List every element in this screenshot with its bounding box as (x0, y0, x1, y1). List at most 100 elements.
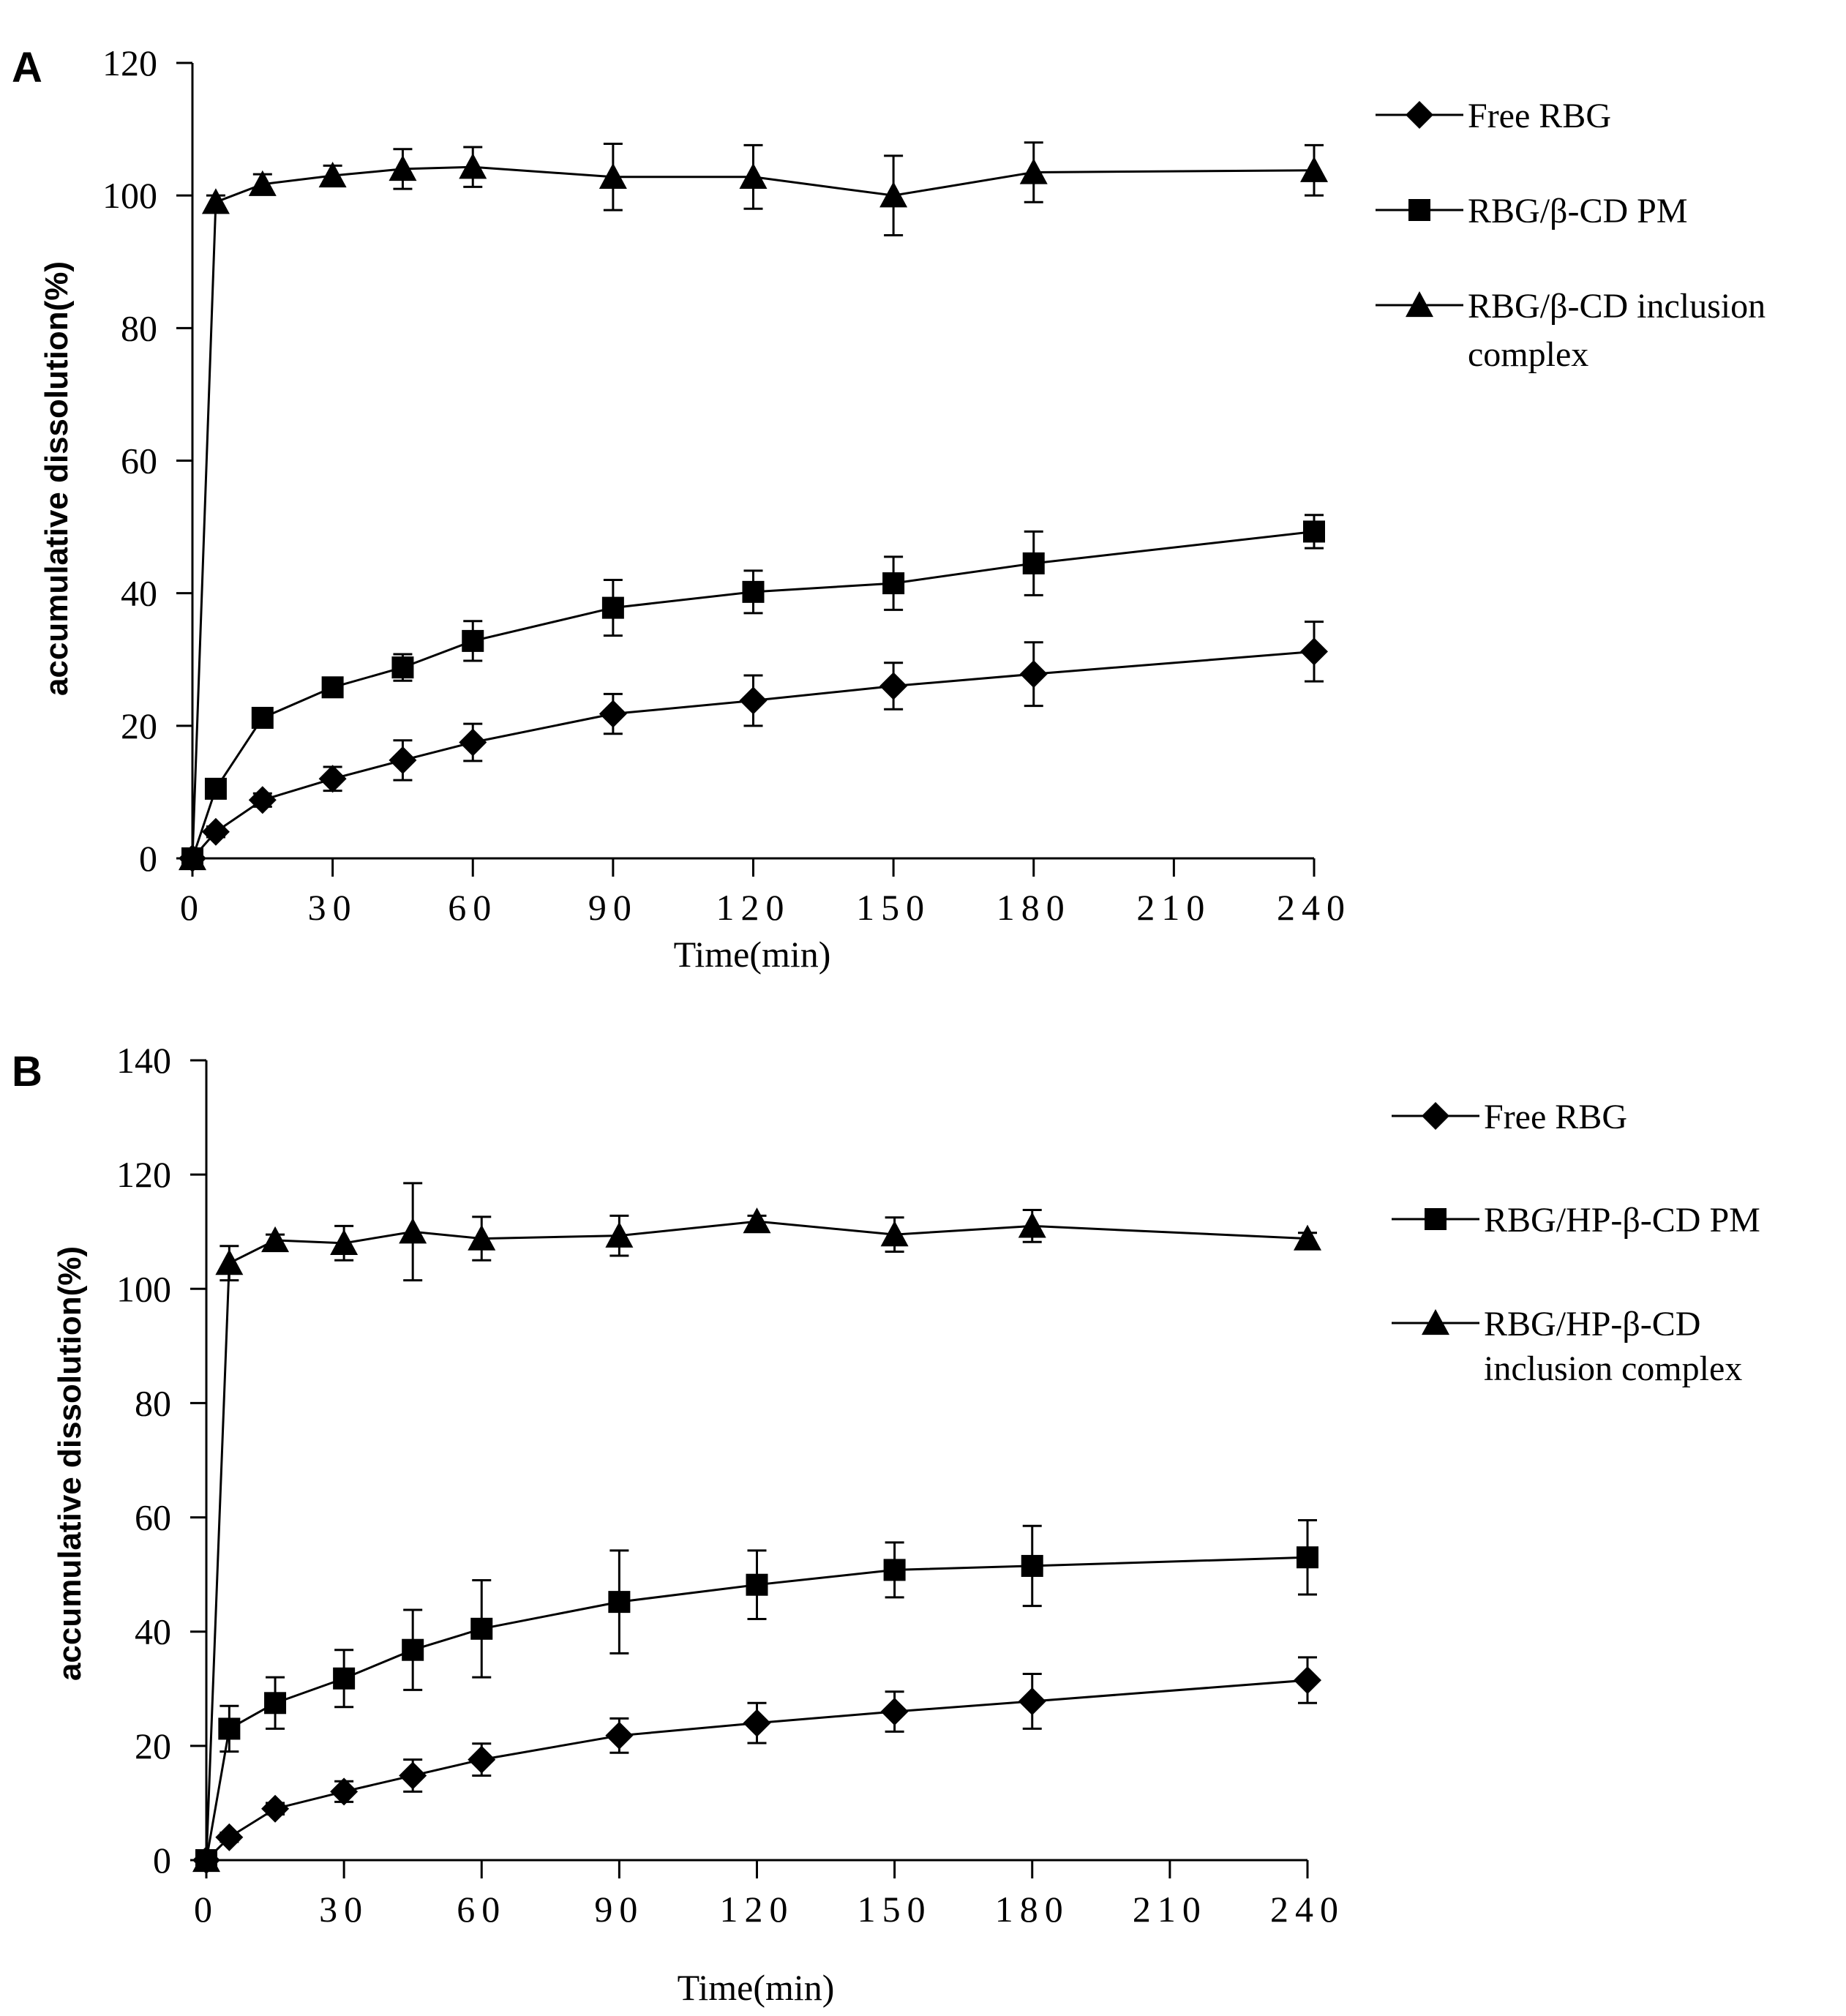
panel-b-rbg-hp-cd-inclusion-complex-point (880, 1221, 909, 1247)
panel-a-rbg-cd-pm-legend-label: RBG/β-CD PM (1468, 192, 1688, 231)
panel-b-x-tick-label: 120 (720, 1889, 795, 1930)
panel-b-rbg-hp-cd-pm-point (264, 1692, 287, 1715)
panel-a-y-axis-title: accumulative dissolution(%) (39, 261, 75, 696)
panel-b-x-tick-label: 210 (1133, 1889, 1207, 1930)
panel-a-x-tick-label: 120 (716, 887, 791, 928)
panel-b-x-tick-label: 30 (319, 1889, 369, 1930)
panel-b-free-rbg-point (1294, 1666, 1321, 1695)
panel-b-rbg-hp-cd-pm-point (746, 1573, 768, 1596)
panel-b-y-tick-label: 40 (135, 1611, 171, 1652)
panel-a-free-rbg-point (201, 817, 230, 846)
panel-b-x-tick-label: 180 (995, 1889, 1070, 1930)
panel-a-free-rbg-point (248, 786, 277, 814)
panel-a-rbg-cd-pm-point (204, 777, 227, 800)
panel-a-y-tick-label: 120 (102, 42, 157, 83)
panel-a-rbg-cd-pm-point (462, 629, 484, 652)
panel-a-rbg-cd-inclusion-complex-legend-label: RBG/β-CD inclusion (1468, 287, 1766, 326)
panel-a-rbg-cd-inclusion-complex-point (389, 154, 417, 181)
panel-b-free-rbg-point (1018, 1687, 1046, 1715)
panel-a-rbg-cd-inclusion-complex-point (201, 188, 230, 214)
panel-a-free-rbg-point (389, 746, 417, 774)
panel-a-rbg-cd-inclusion-complex-legend-entry: RBG/β-CD inclusion complex (1376, 287, 1766, 374)
panel-a-rbg-cd-inclusion-complex-point (318, 161, 347, 188)
panel-b-rbg-hp-cd-inclusion-complex-legend-marker (1422, 1309, 1449, 1335)
panel-b-rbg-hp-cd-inclusion-complex-legend-label: inclusion complex (1484, 1349, 1742, 1388)
panel-b-x-tick-label: 0 (194, 1889, 219, 1930)
panel-a-free-rbg-point (318, 765, 347, 793)
panel-b-rbg-hp-cd-inclusion-complex-point (743, 1207, 771, 1234)
panel-b-rbg-hp-cd-inclusion-complex-point (330, 1229, 359, 1255)
panel-a-x-tick-label: 0 (180, 887, 205, 928)
panel-b-rbg-hp-cd-pm-point (608, 1591, 631, 1614)
panel-a-rbg-cd-pm-point (882, 572, 905, 595)
panel-b-x-axis-title: Time(min) (678, 1967, 835, 2008)
panel-a-rbg-cd-pm-point (742, 580, 765, 603)
panel-a-free-rbg-point (1300, 637, 1328, 666)
panel-b-rbg-hp-cd-pm-point (1021, 1554, 1043, 1577)
panel-b-free-rbg-legend-label: Free RBG (1484, 1098, 1627, 1136)
panel-a-free-rbg-point (459, 728, 487, 757)
panel-b-rbg-hp-cd-inclusion-complex-legend-entry: RBG/HP-β-CD inclusion complex (1392, 1305, 1742, 1388)
panel-a-rbg-cd-pm-legend-entry: RBG/β-CD PM (1376, 192, 1688, 231)
panel-a-free-rbg-legend-marker (1406, 101, 1433, 129)
panel-a-x-tick-label: 60 (448, 887, 498, 928)
panel-b-label: B (12, 1048, 42, 1095)
panel-b-rbg-hp-cd-inclusion-complex-point (1294, 1224, 1321, 1251)
panel-b-rbg-hp-cd-inclusion-complex-point (215, 1249, 244, 1275)
panel-b-y-axis-title: accumulative dissolution(%) (52, 1246, 88, 1681)
panel-b: B accumulative dissolution(%) Time(min) … (12, 1040, 1760, 2008)
panel-b-rbg-hp-cd-inclusion-complex-series (192, 1182, 1321, 1873)
panel-a-y-tick-label: 20 (121, 705, 157, 746)
panel-b-free-rbg-point (880, 1698, 909, 1726)
panel-b-free-rbg-point (605, 1721, 634, 1750)
panel-b-y-tick-label: 20 (135, 1725, 171, 1766)
panel-a-rbg-cd-pm-point (601, 596, 624, 619)
panel-a-y-tick-label: 0 (139, 838, 157, 879)
panel-b-y-tick-label: 140 (116, 1040, 171, 1081)
panel-b-rbg-hp-cd-inclusion-complex-point (261, 1226, 290, 1253)
panel-a-rbg-cd-inclusion-complex-point (1300, 156, 1328, 182)
panel-b-free-rbg-point (468, 1745, 496, 1774)
panel-a-legend: Free RBG RBG/β-CD PM RBG/β-CD inclusion com… (1376, 97, 1766, 374)
panel-a-rbg-cd-pm-point (391, 656, 414, 679)
panel-a-free-rbg-point (739, 686, 768, 715)
panel-a-x-tick-label: 210 (1136, 887, 1211, 928)
panel-a-rbg-cd-inclusion-complex-legend-marker (1406, 291, 1433, 318)
panel-a-x-tick-label: 30 (308, 887, 358, 928)
panel-b-rbg-hp-cd-inclusion-complex-point (1018, 1212, 1046, 1238)
panel-a-x-tick-label: 180 (997, 887, 1071, 928)
panel-b-x-tick-label: 90 (594, 1889, 644, 1930)
panel-b-free-rbg-point (743, 1709, 771, 1737)
panel-b-free-rbg-legend-marker (1422, 1102, 1449, 1130)
panel-b-y-tick-label: 100 (116, 1268, 171, 1309)
panel-a-rbg-cd-pm-point (251, 706, 274, 729)
panel-a-y-tick-label: 60 (121, 441, 157, 481)
panel-b-rbg-hp-cd-pm-legend-entry: RBG/HP-β-CD PM (1392, 1201, 1760, 1240)
panel-b-y-tick-label: 0 (153, 1840, 171, 1881)
panel-a-y-tick-label: 100 (102, 175, 157, 216)
panel-b-y-tick-label: 60 (135, 1497, 171, 1538)
panel-b-free-rbg-point (330, 1777, 359, 1806)
panel-a-y-tick-label: 80 (121, 307, 157, 348)
panel-a-rbg-cd-inclusion-complex-legend-label: complex (1468, 335, 1588, 374)
panel-a-rbg-cd-inclusion-complex-point (248, 170, 277, 196)
panel-b-rbg-hp-cd-pm-legend-label: RBG/HP-β-CD PM (1484, 1201, 1760, 1240)
panel-a-x-tick-label: 90 (588, 887, 638, 928)
panel-b-x-tick-label: 60 (457, 1889, 506, 1930)
panel-b-rbg-hp-cd-pm-point (1297, 1546, 1318, 1569)
panel-b-y-tick-label: 80 (135, 1382, 171, 1423)
panel-b-free-rbg-point (261, 1794, 290, 1823)
panel-b-rbg-hp-cd-pm-point (883, 1559, 906, 1581)
panel-a-rbg-cd-pm-series (181, 514, 1325, 869)
panel-b-plot-area: 0 20 40 60 80 100 120 140 0 30 60 90 120 150 180 210 240 (116, 1040, 1338, 1930)
panel-b-rbg-hp-cd-pm-point (218, 1717, 241, 1740)
panel-b-rbg-hp-cd-pm-point (470, 1617, 493, 1640)
panel-a-rbg-cd-inclusion-complex-point (179, 844, 206, 871)
panel-a-rbg-cd-inclusion-complex-point (1019, 158, 1048, 184)
panel-a-x-axis-title: Time(min) (674, 934, 831, 975)
panel-b-legend: Free RBG RBG/HP-β-CD PM RBG/HP-β-CD inclusi… (1392, 1098, 1760, 1388)
panel-a-x-tick-label: 150 (856, 887, 931, 928)
panel-b-free-rbg-point (215, 1823, 244, 1851)
panel-b-x-tick-label: 150 (858, 1889, 932, 1930)
